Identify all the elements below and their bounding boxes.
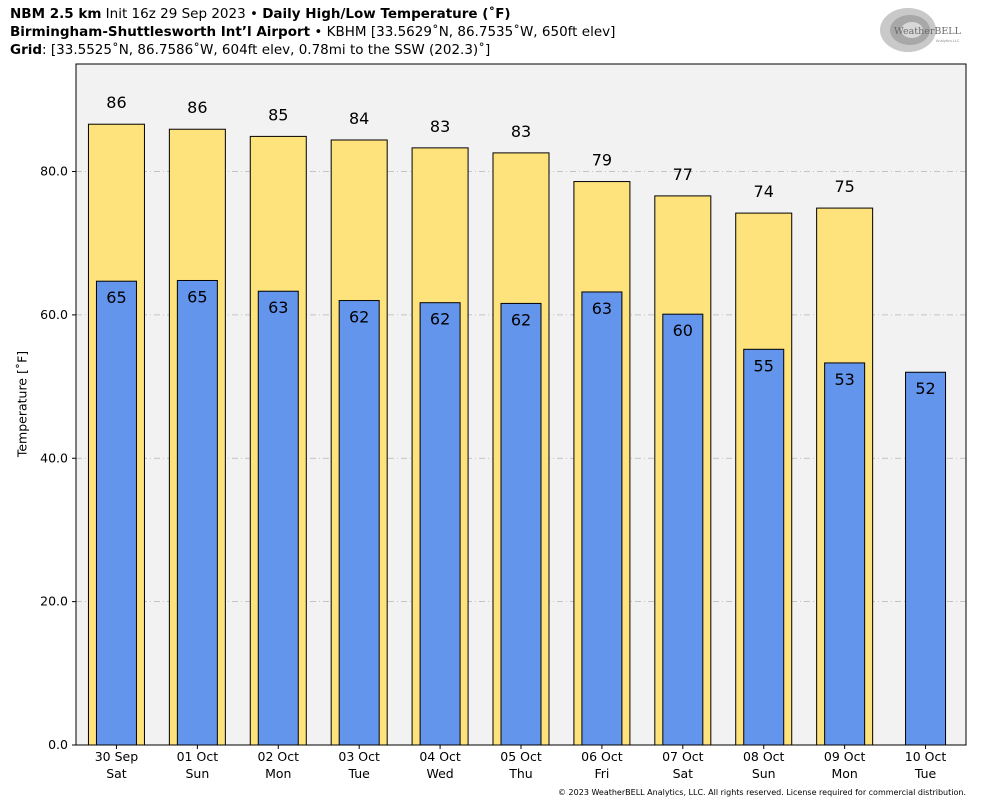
- high-temp-label: 86: [106, 93, 126, 112]
- y-tick-label: 80.0: [40, 164, 68, 179]
- x-tick-day-label: Sun: [752, 766, 776, 781]
- x-tick-date-label: 09 Oct: [824, 749, 866, 764]
- low-temp-label: 62: [511, 310, 531, 329]
- low-temp-bar: [743, 348, 785, 746]
- logo-swirl-inner: [901, 22, 923, 38]
- low-temp-label: 62: [430, 310, 450, 329]
- model-name: NBM 2.5 km: [10, 6, 102, 22]
- low-temp-bar: [581, 291, 623, 746]
- y-axis-label: Temperature [˚F]: [14, 350, 30, 458]
- low-temp-label: 62: [349, 308, 369, 327]
- chart-header: NBM 2.5 km Init 16z 29 Sep 2023 • Daily …: [10, 5, 615, 59]
- logo-subtext: Analytics LLC: [936, 39, 960, 43]
- x-tick-date-label: 30 Sep: [95, 749, 139, 764]
- x-tick-date-label: 08 Oct: [743, 749, 785, 764]
- high-temp-label: 74: [754, 182, 774, 201]
- low-temp-bar: [176, 279, 218, 746]
- x-tick-day-label: Thu: [508, 766, 532, 781]
- plot-frame: [75, 63, 967, 746]
- x-tick-date-label: 05 Oct: [500, 749, 542, 764]
- high-temp-label: 75: [834, 177, 854, 196]
- station-info: • KBHM [33.5629˚N, 86.7535˚W, 650ft elev…: [310, 24, 616, 40]
- x-tick-date-label: 01 Oct: [177, 749, 219, 764]
- low-temp-label: 53: [834, 370, 854, 389]
- init-time: Init 16z 29 Sep 2023 •: [101, 6, 263, 22]
- low-temp-bar: [905, 371, 947, 746]
- x-tick-day-label: Tue: [914, 766, 937, 781]
- high-temp-label: 84: [349, 109, 369, 128]
- header-line-1: NBM 2.5 km Init 16z 29 Sep 2023 • Daily …: [10, 5, 615, 23]
- high-temp-label: 86: [187, 98, 207, 117]
- x-tick-date-label: 10 Oct: [905, 749, 947, 764]
- low-temp-label: 55: [754, 356, 774, 375]
- high-temp-label: 83: [511, 122, 531, 141]
- low-temp-bar: [419, 302, 461, 746]
- y-tick-label: 40.0: [40, 450, 68, 465]
- weatherbell-logo: WeatherBELL Analytics LLC: [880, 8, 962, 52]
- header-line-3: Grid: [33.5525˚N, 86.7586˚W, 604ft elev,…: [10, 41, 615, 59]
- high-temp-label: 85: [268, 105, 288, 124]
- x-tick-day-label: Sat: [106, 766, 127, 781]
- low-temp-label: 52: [915, 379, 935, 398]
- grid-label: Grid: [10, 42, 43, 58]
- x-tick-date-label: 07 Oct: [662, 749, 704, 764]
- low-temp-bar: [95, 280, 137, 746]
- low-temp-bar: [338, 300, 380, 746]
- logo-text: WeatherBELL: [894, 26, 962, 37]
- low-temp-label: 65: [106, 288, 126, 307]
- x-tick-day-label: Mon: [265, 766, 291, 781]
- x-tick-date-label: 03 Oct: [338, 749, 380, 764]
- x-tick-day-label: Fri: [594, 766, 609, 781]
- low-temp-bar: [500, 302, 542, 746]
- chart-title: Daily High/Low Temperature (˚F): [262, 6, 511, 22]
- x-tick-day-label: Tue: [348, 766, 371, 781]
- y-tick-label: 60.0: [40, 307, 68, 322]
- grid-info: : [33.5525˚N, 86.7586˚W, 604ft elev, 0.7…: [42, 42, 491, 58]
- low-temp-label: 63: [592, 299, 612, 318]
- low-temp-bar: [662, 313, 704, 746]
- low-temp-label: 63: [268, 298, 288, 317]
- low-temp-bar: [824, 362, 866, 746]
- low-temp-bar: [257, 290, 299, 746]
- low-temp-label: 65: [187, 287, 207, 306]
- y-tick-label: 20.0: [40, 594, 68, 609]
- high-temp-label: 77: [673, 165, 693, 184]
- copyright-notice: © 2023 WeatherBELL Analytics, LLC. All r…: [558, 788, 966, 797]
- y-tick-label: 0.0: [48, 737, 68, 752]
- header-line-2: Birmingham-Shuttlesworth Int’l Airport •…: [10, 23, 615, 41]
- x-tick-date-label: 04 Oct: [419, 749, 461, 764]
- high-temp-label: 79: [592, 151, 612, 170]
- x-tick-day-label: Wed: [426, 766, 453, 781]
- high-temp-label: 83: [430, 117, 450, 136]
- x-tick-day-label: Sun: [185, 766, 209, 781]
- station-name: Birmingham-Shuttlesworth Int’l Airport: [10, 24, 311, 40]
- x-tick-day-label: Sat: [673, 766, 694, 781]
- x-tick-date-label: 02 Oct: [258, 749, 300, 764]
- x-tick-day-label: Mon: [831, 766, 857, 781]
- x-tick-date-label: 06 Oct: [581, 749, 623, 764]
- low-temp-label: 60: [673, 321, 693, 340]
